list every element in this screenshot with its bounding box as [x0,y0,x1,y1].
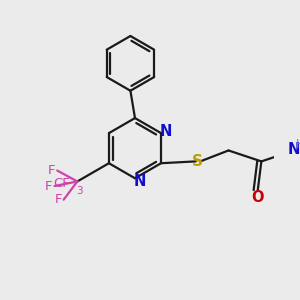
Text: N: N [159,124,172,139]
Text: N: N [288,142,300,157]
Text: 3: 3 [76,186,83,196]
Text: S: S [192,154,203,169]
Text: F: F [48,164,56,177]
Text: H: H [296,139,300,152]
Text: F: F [45,179,53,193]
Text: CF: CF [53,177,70,190]
Text: F: F [54,193,62,206]
Text: N: N [133,173,146,188]
Text: O: O [251,190,264,206]
